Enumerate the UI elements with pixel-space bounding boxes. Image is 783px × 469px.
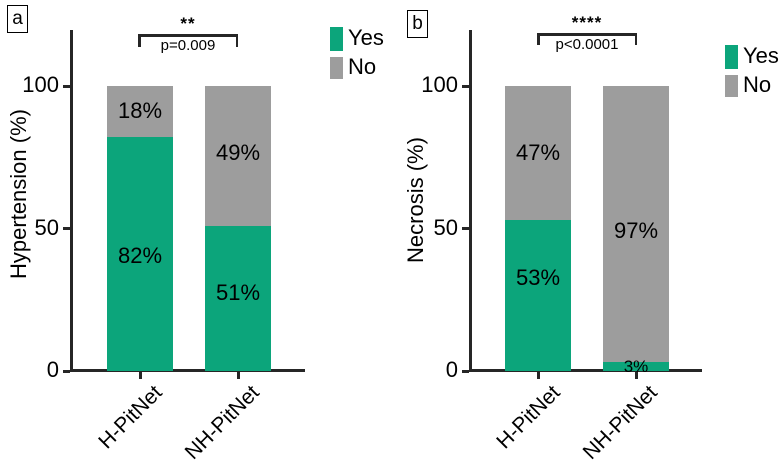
bar-segment-no	[505, 86, 571, 220]
bar-segment-yes	[205, 225, 271, 371]
y-tick-label: 0	[46, 357, 59, 382]
bar-segment-no	[205, 86, 271, 226]
y-axis-label: Hypertension (%)	[6, 109, 31, 279]
legend-label-yes: Yes	[348, 25, 384, 50]
significance-bracket-end-left	[138, 34, 141, 47]
x-axis-line	[70, 369, 305, 372]
segment-label-yes: 53%	[515, 265, 561, 290]
y-axis-label: Necrosis (%)	[403, 137, 428, 263]
legend-label-no: No	[743, 72, 772, 97]
significance-bracket-end-left	[537, 33, 540, 45]
x-category-label: H-PitNet	[491, 381, 565, 454]
p-value-label: p=0.009	[160, 37, 216, 54]
legend-swatch-yes	[330, 27, 343, 51]
legend-swatch-no	[330, 57, 343, 79]
x-category-label: NH-PitNet	[579, 381, 663, 465]
p-value-label: p<0.0001	[555, 36, 619, 53]
y-axis-tick	[462, 84, 469, 88]
segment-label-yes: 51%	[215, 280, 261, 305]
y-tick-label: 100	[22, 72, 59, 97]
bar-segment-yes	[505, 219, 571, 371]
bar-segment-no	[107, 86, 173, 138]
significance-bracket-line	[537, 33, 637, 36]
bar-segment-no	[603, 86, 669, 363]
significance-bracket-line	[138, 34, 238, 37]
y-axis-tick	[462, 227, 469, 230]
significance-bracket-end-right	[235, 34, 238, 47]
legend-label-no: No	[348, 54, 377, 79]
significance-stars: ****	[571, 13, 603, 32]
segment-label-yes: 82%	[117, 243, 163, 268]
bar-segment-yes	[603, 362, 669, 371]
y-tick-label: 50	[433, 214, 458, 240]
y-tick-label: 50	[34, 214, 59, 240]
y-tick-label: 100	[421, 72, 458, 97]
bar-segment-yes	[107, 137, 173, 371]
x-axis-tick	[236, 372, 240, 379]
segment-label-no: 47%	[515, 140, 561, 165]
x-category-label: H-PitNet	[93, 381, 167, 454]
legend-label-yes: Yes	[743, 43, 779, 68]
y-axis-line	[469, 30, 472, 372]
segment-label-no: 97%	[613, 218, 659, 243]
segment-label-no: 49%	[215, 140, 261, 165]
significance-stars: **	[180, 14, 196, 33]
y-axis-tick	[63, 227, 70, 230]
panel-letter: b	[407, 10, 428, 38]
y-axis-tick	[462, 369, 469, 373]
segment-label-no: 18%	[117, 98, 163, 123]
legend-swatch-yes	[725, 45, 738, 69]
x-axis-tick	[138, 372, 142, 379]
y-axis-line	[70, 30, 73, 372]
y-axis-tick	[63, 369, 70, 373]
y-axis-tick	[63, 84, 70, 88]
legend-swatch-no	[725, 75, 738, 97]
segment-label-yes: 3%	[623, 357, 649, 376]
x-axis-tick	[634, 372, 638, 379]
panel-letter: a	[7, 5, 28, 33]
x-category-label: NH-PitNet	[181, 381, 265, 465]
significance-bracket-end-right	[634, 33, 637, 45]
y-tick-label: 0	[445, 357, 458, 382]
x-axis-line	[469, 369, 702, 372]
x-axis-tick	[536, 372, 540, 379]
